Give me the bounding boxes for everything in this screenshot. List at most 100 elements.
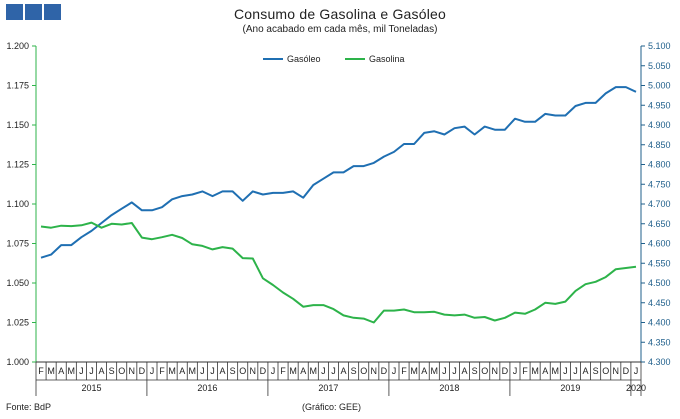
month-label: S <box>351 366 357 376</box>
month-label: N <box>492 366 499 376</box>
month-label: M <box>189 366 197 376</box>
right-axis-tick-label: 4.550 <box>648 258 671 268</box>
month-label: A <box>300 366 306 376</box>
month-label: O <box>602 366 609 376</box>
month-label: M <box>531 366 539 376</box>
month-label: J <box>452 366 457 376</box>
right-axis-tick-label: 4.400 <box>648 318 671 328</box>
logo-block-2 <box>25 4 42 20</box>
month-label: J <box>563 366 568 376</box>
month-label: S <box>472 366 478 376</box>
right-axis-tick-label: 5.050 <box>648 61 671 71</box>
month-label: N <box>250 366 257 376</box>
month-label: A <box>99 366 105 376</box>
left-axis-tick-label: 1.200 <box>6 41 29 51</box>
left-axis-tick-label: 1.050 <box>6 278 29 288</box>
month-label: A <box>220 366 226 376</box>
year-label: 2015 <box>81 383 101 393</box>
month-label: J <box>271 366 276 376</box>
month-label: D <box>502 366 509 376</box>
year-label: 2016 <box>197 383 217 393</box>
logo-block-1 <box>6 4 23 20</box>
month-label: S <box>230 366 236 376</box>
left-axis-tick-label: 1.100 <box>6 199 29 209</box>
month-label: F <box>280 366 286 376</box>
month-label: M <box>431 366 439 376</box>
month-label: A <box>58 366 64 376</box>
month-label: A <box>542 366 548 376</box>
month-label: O <box>360 366 367 376</box>
right-axis-tick-label: 4.750 <box>648 179 671 189</box>
month-label: O <box>481 366 488 376</box>
month-label: J <box>150 366 155 376</box>
month-label: J <box>200 366 205 376</box>
right-axis-tick-label: 4.700 <box>648 199 671 209</box>
right-axis-tick-label: 4.950 <box>648 100 671 110</box>
month-label: D <box>139 366 146 376</box>
month-label: M <box>289 366 297 376</box>
month-label: F <box>38 366 44 376</box>
month-label: M <box>168 366 176 376</box>
year-label: 2017 <box>318 383 338 393</box>
right-axis-tick-label: 4.650 <box>648 219 671 229</box>
month-label: S <box>109 366 115 376</box>
chart-title: Consumo de Gasolina e Gasóleo <box>233 6 447 22</box>
right-axis-tick-label: 4.500 <box>648 278 671 288</box>
month-label: J <box>573 366 578 376</box>
month-label: A <box>462 366 468 376</box>
month-label: A <box>583 366 589 376</box>
month-label: J <box>89 366 94 376</box>
month-label: O <box>239 366 246 376</box>
year-label: 2019 <box>560 383 580 393</box>
month-label: F <box>522 366 528 376</box>
month-label: M <box>410 366 418 376</box>
series-line-gasóleo <box>40 86 637 259</box>
series-line-gasolina <box>40 221 637 324</box>
legend-label-gasóleo: Gasóleo <box>287 54 321 64</box>
month-label: O <box>118 366 125 376</box>
legend-label-gasolina: Gasolina <box>369 54 405 64</box>
month-label: J <box>392 366 397 376</box>
month-label: M <box>552 366 560 376</box>
right-axis-tick-label: 4.450 <box>648 298 671 308</box>
month-label: J <box>321 366 326 376</box>
month-label: A <box>421 366 427 376</box>
month-label: J <box>210 366 215 376</box>
logo-block-3 <box>44 4 61 20</box>
month-label: F <box>401 366 407 376</box>
right-axis-tick-label: 4.850 <box>648 140 671 150</box>
credit-note: (Gráfico: GEE) <box>302 402 362 412</box>
year-label: 2020 <box>626 383 646 393</box>
month-label: M <box>68 366 76 376</box>
right-axis-tick-label: 4.600 <box>648 239 671 249</box>
left-axis-tick-label: 1.175 <box>6 81 29 91</box>
month-label: J <box>79 366 84 376</box>
month-label: N <box>371 366 378 376</box>
right-axis-tick-label: 5.100 <box>648 41 671 51</box>
month-label: F <box>159 366 165 376</box>
month-label: A <box>341 366 347 376</box>
month-label: D <box>381 366 388 376</box>
right-axis-tick-label: 4.800 <box>648 160 671 170</box>
month-label: J <box>442 366 447 376</box>
month-label: A <box>179 366 185 376</box>
right-axis-tick-label: 5.000 <box>648 81 671 91</box>
right-axis-tick-label: 4.350 <box>648 337 671 347</box>
left-axis-tick-label: 1.075 <box>6 239 29 249</box>
year-label: 2018 <box>439 383 459 393</box>
chart-subtitle: (Ano acabado em cada mês, mil Toneladas) <box>242 24 438 35</box>
left-axis-tick-label: 1.125 <box>6 160 29 170</box>
month-label: J <box>634 366 639 376</box>
month-label: D <box>623 366 630 376</box>
month-label: S <box>593 366 599 376</box>
left-axis-tick-label: 1.150 <box>6 120 29 130</box>
left-axis-tick-label: 1.025 <box>6 318 29 328</box>
source-note: Fonte: BdP <box>6 402 52 412</box>
right-axis-tick-label: 4.900 <box>648 120 671 130</box>
month-label: D <box>260 366 267 376</box>
month-label: M <box>47 366 55 376</box>
month-label: N <box>613 366 620 376</box>
month-label: N <box>129 366 136 376</box>
month-label: J <box>513 366 518 376</box>
